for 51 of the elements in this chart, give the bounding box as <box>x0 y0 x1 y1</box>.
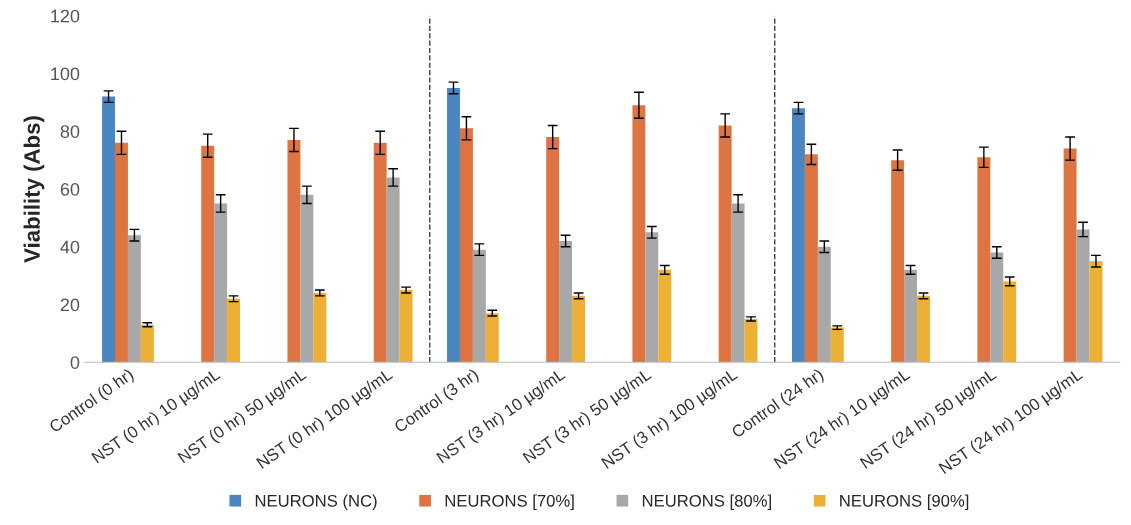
bar <box>891 160 905 363</box>
legend-label: NEURONS [70%] <box>445 494 574 510</box>
legend-label: NEURONS [90%] <box>840 494 969 510</box>
bar <box>115 142 128 363</box>
legend-label: NEURONS (NC) <box>255 494 377 510</box>
bar <box>718 125 732 363</box>
bar <box>645 232 659 363</box>
bar <box>804 154 818 363</box>
y-tick-label: 100 <box>51 67 80 81</box>
y-tick-label: 20 <box>60 298 80 312</box>
bar <box>313 292 327 363</box>
y-tick-label: 80 <box>60 125 80 138</box>
bar <box>399 290 413 363</box>
bar <box>1003 281 1017 363</box>
bar <box>1063 148 1077 363</box>
bar <box>817 246 831 363</box>
bar <box>227 298 241 363</box>
bar <box>127 235 141 363</box>
bar <box>744 318 758 363</box>
bar <box>140 324 154 363</box>
bar <box>459 128 473 363</box>
bar <box>201 145 215 363</box>
y-tick-label: 60 <box>60 182 80 196</box>
bar <box>1076 229 1090 363</box>
y-tick-label: 0 <box>70 356 80 369</box>
bar <box>904 269 918 363</box>
bar <box>731 203 745 363</box>
bar <box>287 139 301 363</box>
bar <box>559 240 573 363</box>
bar <box>1089 261 1103 363</box>
bar <box>977 157 991 363</box>
bar <box>572 295 586 363</box>
bar <box>472 249 486 363</box>
bar <box>386 177 400 363</box>
bar <box>300 194 314 363</box>
bar <box>632 105 646 363</box>
bar <box>791 108 805 363</box>
bar <box>658 269 672 363</box>
bar <box>214 203 228 363</box>
y-tick-label: 40 <box>60 240 80 254</box>
y-tick-label: 120 <box>51 9 80 23</box>
bar <box>546 137 560 363</box>
y-axis-title: Viability (Abs) <box>23 116 45 263</box>
bar <box>373 142 387 363</box>
bar <box>917 295 930 363</box>
bar <box>447 87 460 363</box>
bar <box>485 313 499 363</box>
bar <box>102 96 116 363</box>
bar <box>990 252 1004 363</box>
bar <box>830 327 844 363</box>
legend-label: NEURONS [80%] <box>642 494 771 510</box>
